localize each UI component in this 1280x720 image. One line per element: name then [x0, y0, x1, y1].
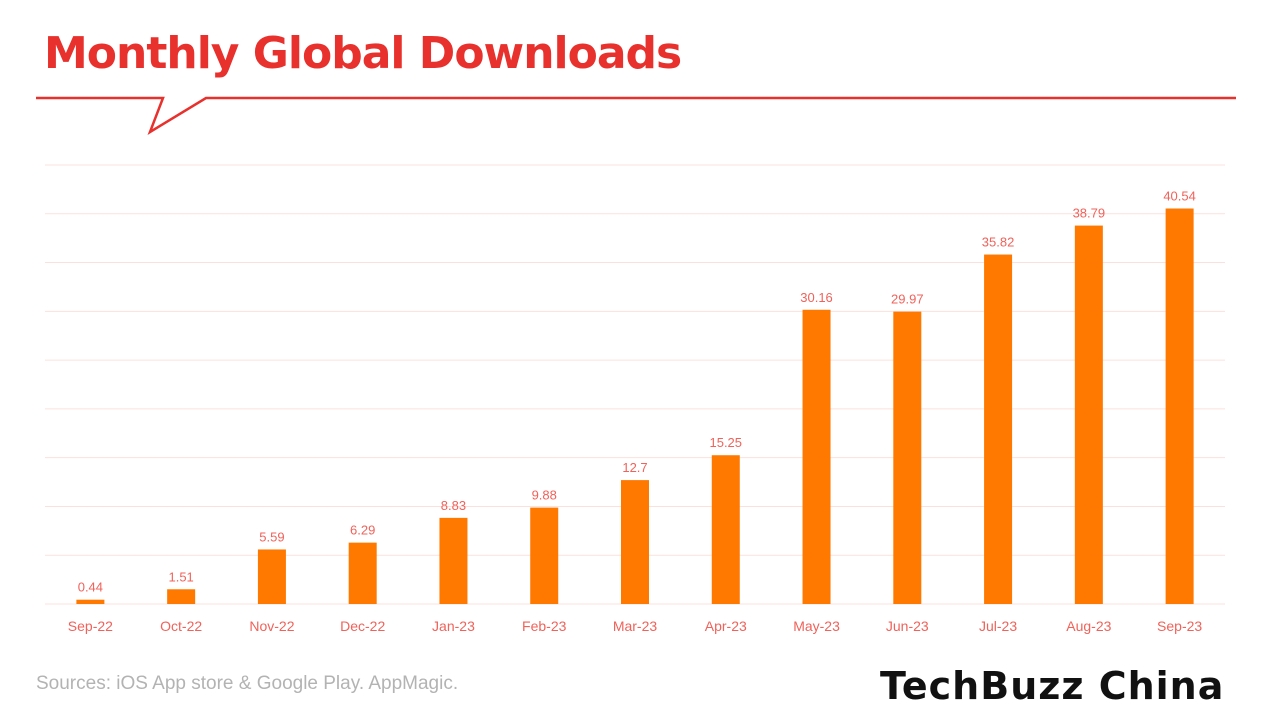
data-label: 9.88 [532, 488, 557, 503]
chart-title: Monthly Global Downloads [44, 28, 682, 79]
bar [1074, 225, 1103, 604]
x-tick-label: Sep-23 [1157, 618, 1202, 634]
data-label: 8.83 [441, 498, 466, 513]
data-label: 6.29 [350, 523, 375, 538]
data-label: 12.7 [622, 460, 647, 475]
bar [802, 309, 831, 604]
x-tick-label: Aug-23 [1066, 618, 1111, 634]
x-tick-label: Mar-23 [613, 618, 658, 634]
x-tick-label: Jul-23 [979, 618, 1017, 634]
data-label: 35.82 [982, 235, 1015, 250]
data-label: 1.51 [168, 569, 193, 584]
data-label: 0.44 [78, 580, 103, 595]
x-tick-label: Jan-23 [432, 618, 475, 634]
data-label: 40.54 [1163, 189, 1196, 204]
data-label: 38.79 [1073, 206, 1106, 221]
bar [530, 507, 559, 604]
techbuzz-china-logo: TechBuzz China [880, 664, 1225, 708]
x-tick-label: May-23 [793, 618, 840, 634]
x-tick-label: Dec-22 [340, 618, 385, 634]
bar [621, 480, 649, 604]
x-tick-label: Apr-23 [705, 618, 747, 634]
bar [984, 254, 1013, 604]
bar [1165, 208, 1194, 605]
bar [167, 589, 196, 604]
x-tick-label: Sep-22 [68, 618, 113, 634]
x-tick-label: Jun-23 [886, 618, 929, 634]
title-underline [36, 96, 1236, 135]
data-label: 15.25 [709, 435, 742, 450]
bar [76, 599, 105, 604]
x-tick-label: Nov-22 [249, 618, 294, 634]
bar [348, 542, 377, 604]
bar [711, 455, 740, 604]
bar [439, 517, 468, 604]
data-label: 5.59 [259, 529, 284, 544]
data-label: 30.16 [800, 290, 833, 305]
x-tick-label: Feb-23 [522, 618, 567, 634]
x-tick-label: Oct-22 [160, 618, 202, 634]
bar [257, 549, 286, 604]
data-label: 29.97 [891, 292, 924, 307]
bar [893, 311, 922, 604]
source-note: Sources: iOS App store & Google Play. Ap… [36, 673, 459, 694]
